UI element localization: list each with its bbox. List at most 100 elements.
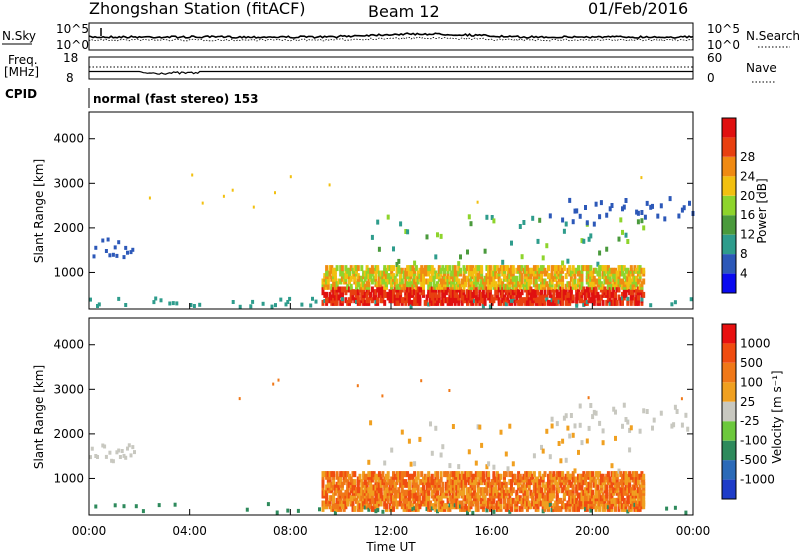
velocity-cell [587, 471, 591, 478]
velocity-cell [497, 484, 501, 491]
power-cell [115, 253, 119, 258]
power-cell [555, 297, 559, 304]
power-cell [598, 270, 602, 277]
power-cell [339, 286, 343, 293]
velocity-cell [504, 481, 508, 488]
velocity-cell [459, 500, 462, 507]
velocity-cell [552, 492, 556, 499]
power-cell [333, 299, 337, 306]
velocity-cell [504, 503, 508, 510]
power-cell [471, 270, 475, 277]
power-cell [397, 258, 401, 264]
power-cell [621, 278, 624, 285]
velocity-cell [594, 471, 598, 478]
velocity-cell [467, 479, 471, 486]
velocity-colorbar-tick: 25 [740, 395, 755, 409]
velocity-cell [585, 500, 589, 507]
velocity-cell [508, 423, 512, 429]
velocity-cell [612, 497, 616, 504]
power-cell [348, 278, 351, 285]
velocity-cell [598, 420, 602, 426]
velocity-cell [101, 443, 105, 448]
velocity-cell [636, 487, 640, 494]
velocity-cell [638, 428, 642, 434]
power-cell [494, 281, 498, 288]
power-cell [455, 283, 459, 290]
power-colorbar-tick: 16 [740, 208, 755, 222]
power-cell [606, 273, 610, 280]
velocity-cell [584, 487, 587, 494]
velocity-cell [418, 503, 422, 510]
power-cell [286, 300, 290, 304]
velocity-cell [418, 495, 422, 502]
velocity-cell [122, 453, 126, 458]
power-cell [321, 286, 325, 293]
velocity-cell [571, 476, 575, 483]
velocity-cell [344, 503, 348, 510]
velocity-cell [377, 487, 381, 494]
velocity-cell [578, 481, 582, 488]
velocity-cell [564, 479, 568, 486]
power-cell [587, 236, 591, 242]
power-cell [677, 213, 681, 219]
velocity-colorbar-swatch [722, 440, 736, 461]
power-cell [363, 283, 367, 290]
power-cell [506, 265, 510, 272]
power-cell [462, 265, 466, 272]
power-cell [478, 270, 482, 277]
power-cell [640, 291, 644, 298]
power-cell [469, 265, 473, 272]
power-cell [344, 286, 348, 293]
power-cell [536, 238, 540, 244]
power-cell [603, 286, 607, 293]
velocity-cell [559, 458, 563, 464]
power-cell [392, 246, 395, 252]
velocity-cell [555, 421, 559, 427]
velocity-cell [418, 436, 422, 442]
power-cell [362, 281, 366, 288]
power-cell [598, 214, 602, 220]
power-cell [342, 286, 346, 293]
velocity-cell [599, 495, 603, 502]
power-cell [356, 289, 360, 296]
velocity-cell [402, 505, 406, 512]
velocity-cell [585, 438, 589, 444]
velocity-cell [568, 479, 572, 486]
power-cell [395, 265, 399, 272]
velocity-colorbar-label: Velocity [m s⁻¹] [770, 370, 784, 463]
velocity-cell [450, 471, 454, 478]
velocity-cell [633, 476, 637, 483]
power-cell [487, 265, 491, 272]
power-cell [633, 265, 637, 272]
power-cell [573, 278, 577, 285]
velocity-cell [335, 471, 339, 478]
power-cell [362, 270, 366, 277]
velocity-cell [103, 444, 107, 449]
velocity-cell [561, 500, 565, 507]
velocity-cell [432, 479, 436, 486]
power-cell [374, 265, 378, 272]
velocity-cell [628, 484, 632, 491]
power-cell [619, 270, 623, 277]
power-cell [455, 291, 459, 298]
velocity-cell [330, 471, 334, 478]
power-cell [617, 270, 621, 277]
power-cell [591, 270, 595, 277]
velocity-cell [455, 471, 459, 478]
power-cell [342, 278, 346, 285]
velocity-cell [598, 489, 602, 496]
velocity-cell [457, 500, 461, 507]
velocity-cell [370, 484, 374, 491]
power-cell [117, 296, 121, 301]
power-cell [406, 286, 410, 293]
velocity-cell [459, 505, 462, 512]
power-cell [413, 297, 417, 304]
velocity-cell [636, 479, 640, 486]
power-cell [621, 291, 624, 298]
power-cell [506, 294, 510, 301]
power-cell [559, 265, 563, 272]
velocity-cell [506, 497, 510, 504]
velocity-cell [580, 473, 584, 480]
noise-tick-right-top: 10^5 [707, 22, 740, 36]
power-cell [353, 297, 357, 304]
